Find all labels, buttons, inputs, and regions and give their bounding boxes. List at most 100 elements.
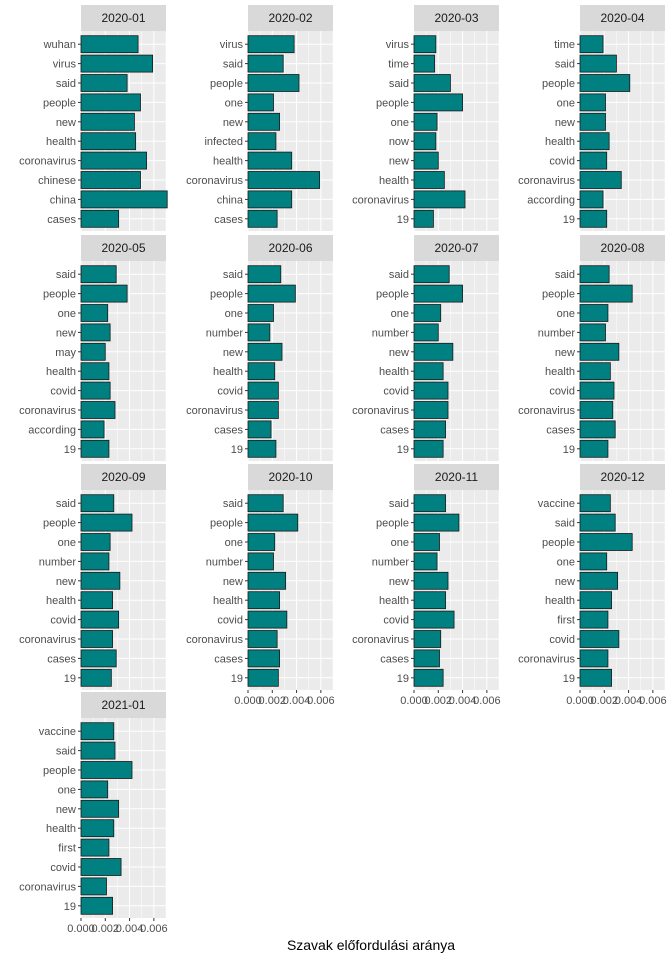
category-label: health	[46, 823, 76, 835]
category-label: 19	[563, 214, 575, 226]
category-label: 19	[231, 673, 243, 685]
x-tick-label: 0.002	[259, 695, 287, 707]
bar	[247, 591, 280, 610]
facet-title: 2021-01	[101, 698, 145, 712]
bar	[579, 513, 616, 532]
category-label: one	[58, 308, 76, 320]
bar	[413, 533, 440, 551]
bar	[413, 74, 451, 92]
bar	[413, 552, 438, 571]
category-label: according	[527, 194, 575, 206]
bar	[413, 93, 463, 112]
bar	[247, 151, 293, 170]
x-tick-label: 0.002	[591, 695, 619, 707]
category-label: one	[225, 97, 243, 109]
facet-strip	[580, 235, 665, 261]
bar	[247, 209, 278, 228]
bar	[413, 284, 463, 303]
facet-title: 2020-04	[600, 11, 644, 25]
category-label: people	[376, 97, 409, 109]
x-tick-label: 0.006	[140, 923, 168, 935]
bar	[413, 132, 437, 151]
bar	[80, 342, 106, 361]
panels-layer: 2020-01 wuhan virus said people new health coro…	[19, 5, 667, 935]
category-label: coronavirus	[19, 634, 76, 646]
category-label: people	[542, 289, 575, 301]
bar	[247, 494, 284, 513]
category-label: covid	[549, 386, 575, 398]
x-tick-label: 0.002	[92, 923, 120, 935]
category-label: one	[225, 308, 243, 320]
category-label: said	[56, 498, 76, 510]
facet-panel: 2020-12 vaccine said people one new health firs…	[518, 464, 667, 707]
category-label: cases	[47, 653, 76, 665]
facet-panel: 2020-06 said people one number new health covid…	[186, 235, 334, 461]
category-label: number	[206, 327, 244, 339]
category-label: one	[58, 537, 76, 549]
bar	[413, 439, 444, 458]
x-tick-label: 0.000	[566, 695, 594, 707]
category-label: cases	[47, 214, 76, 226]
bar	[579, 552, 608, 571]
x-tick-label: 0.006	[307, 695, 335, 707]
category-label: people	[43, 97, 76, 109]
category-label: coronavirus	[518, 653, 575, 665]
category-label: time	[388, 59, 409, 71]
bar	[80, 151, 147, 170]
bar	[80, 132, 137, 151]
category-label: health	[46, 136, 76, 148]
category-label: new	[223, 347, 243, 359]
facet-panel: 2020-11 said people one number new health covid…	[352, 464, 501, 707]
category-label: virus	[53, 59, 77, 71]
bar	[80, 552, 110, 571]
x-tick-label: 0.006	[639, 695, 667, 707]
category-label: one	[391, 308, 409, 320]
facet-strip	[248, 5, 333, 31]
bar	[579, 171, 622, 189]
bar	[247, 513, 299, 532]
facet-title: 2020-11	[435, 470, 478, 484]
category-label: 19	[563, 444, 575, 456]
bar	[247, 401, 279, 419]
bar	[80, 265, 117, 284]
category-label: number	[538, 327, 576, 339]
bar	[413, 112, 438, 131]
category-label: wuhan	[43, 39, 76, 51]
bar	[579, 342, 620, 361]
category-label: cases	[214, 424, 243, 436]
bar	[80, 571, 121, 590]
bar	[413, 54, 436, 73]
bar	[80, 838, 110, 857]
bar	[247, 533, 276, 551]
category-label: number	[372, 327, 410, 339]
bar	[579, 190, 604, 209]
category-label: coronavirus	[186, 175, 243, 187]
category-label: new	[223, 117, 243, 129]
category-label: said	[223, 269, 243, 281]
facet-title: 2020-08	[600, 241, 644, 255]
bar	[80, 722, 115, 741]
category-label: 19	[64, 901, 76, 913]
category-label: china	[217, 194, 244, 206]
bar	[579, 284, 633, 303]
bar	[579, 591, 612, 610]
category-label: said	[555, 269, 575, 281]
category-label: health	[213, 595, 243, 607]
bar	[247, 630, 278, 648]
category-label: one	[225, 537, 243, 549]
facet-title: 2020-06	[268, 241, 312, 255]
facet-title: 2020-03	[434, 11, 478, 25]
bar	[80, 591, 113, 610]
bar	[247, 284, 296, 303]
bar	[80, 209, 120, 228]
bar	[413, 630, 442, 648]
bar	[413, 649, 440, 668]
facet-strip	[248, 464, 333, 490]
bar	[80, 420, 105, 439]
bar	[413, 571, 449, 590]
category-label: said	[389, 78, 409, 90]
category-label: first	[58, 843, 76, 855]
bar	[80, 74, 128, 92]
bar	[80, 439, 110, 458]
